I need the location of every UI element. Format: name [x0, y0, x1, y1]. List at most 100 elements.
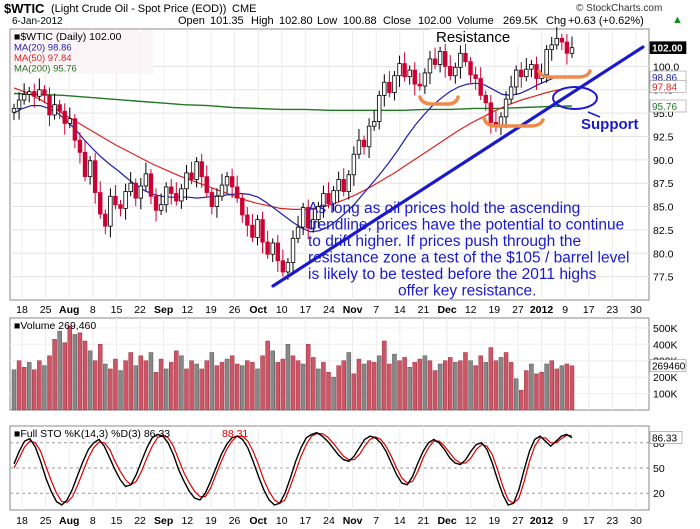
- analysis-note-line: is likely to be tested before the 2011 h…: [308, 266, 597, 283]
- volume-bar: [77, 332, 83, 411]
- candle-body: [554, 37, 559, 46]
- chart-header: $WTIC (Light Crude Oil - Spot Price (EOD…: [0, 0, 700, 28]
- price-tick-label: 80.0: [653, 248, 674, 260]
- volume-bar: [280, 358, 286, 411]
- sto-legend-d: 88.31: [222, 428, 248, 440]
- volume-bar: [549, 360, 554, 411]
- support-pointer: [587, 111, 601, 118]
- x-tick-label: 25: [40, 304, 52, 316]
- candle-body: [133, 182, 138, 199]
- candle-body: [128, 182, 133, 192]
- x-tick-label: 21: [418, 515, 430, 527]
- candle-body: [356, 139, 362, 155]
- x-tick-label: 15: [111, 515, 123, 527]
- volume-bar: [62, 342, 67, 411]
- volume-bar: [184, 368, 189, 411]
- analysis-note: As long as oil prices hold the ascending…: [308, 200, 629, 300]
- close-label: Close: [383, 15, 412, 27]
- candle-body: [366, 125, 372, 148]
- candle-body: [316, 206, 321, 221]
- volume-value-tag: [649, 359, 687, 373]
- volume-bar: [260, 355, 265, 411]
- volume-bar: [382, 340, 387, 411]
- x-tick-label: 10: [276, 515, 288, 527]
- candle-body: [42, 89, 47, 96]
- low-label: Low: [317, 15, 338, 27]
- volume-bar: [371, 362, 377, 411]
- price-tick-label: 87.5: [653, 178, 674, 190]
- candle-body: [382, 81, 387, 96]
- volume-bar: [32, 369, 37, 411]
- candle-body: [204, 176, 209, 193]
- x-tick-label: 23: [607, 304, 619, 316]
- volume-tick-label: 100K: [653, 389, 678, 401]
- volume-bar: [52, 339, 57, 411]
- candle-body: [432, 58, 438, 65]
- price-legend-entry: MA(50) 97.84: [14, 53, 72, 64]
- volume-bar: [97, 344, 103, 411]
- candle-body: [214, 195, 220, 207]
- volume-bar: [442, 360, 448, 411]
- volume-bar: [87, 350, 93, 411]
- volume-bar: [103, 363, 108, 411]
- analysis-note-line: trendline, prices have the potential to …: [308, 217, 624, 234]
- volume-bar: [331, 376, 336, 411]
- candle-body: [529, 64, 534, 70]
- candle-body: [442, 51, 448, 67]
- candle-body: [478, 78, 483, 96]
- volume-bar: [250, 362, 255, 411]
- candle-body: [275, 242, 280, 262]
- candle-body: [169, 186, 174, 194]
- candle-body: [62, 110, 67, 124]
- x-tick-label: Nov: [343, 515, 363, 527]
- x-tick-label: Nov: [343, 304, 363, 316]
- volume-bar: [458, 360, 463, 411]
- candle-body: [351, 153, 357, 176]
- volume-bar: [397, 360, 402, 411]
- volume-tick-label: 200K: [653, 372, 678, 384]
- volume-bar: [37, 360, 42, 411]
- analysis-note-line: resistance zone a test of the $105 / bar…: [308, 250, 629, 267]
- candle-body: [331, 190, 336, 205]
- volume-bar: [326, 371, 331, 411]
- volume-bar: [82, 340, 88, 411]
- price-tick-label: 82.5: [653, 225, 674, 237]
- x-tick-label: 25: [40, 515, 52, 527]
- high-label: High: [251, 15, 274, 27]
- x-tick-label: Dec: [437, 304, 456, 316]
- volume-bar: [366, 360, 372, 411]
- support-label: Support: [581, 116, 639, 133]
- sto-tick-label: 20: [653, 488, 665, 500]
- candle-body: [397, 63, 402, 77]
- x-tick-label: 30: [630, 515, 642, 527]
- candle-body: [453, 66, 458, 77]
- volume-bar: [26, 362, 32, 411]
- x-tick-label: 17: [300, 304, 312, 316]
- price-value-tag: [649, 99, 687, 113]
- candle-body: [265, 241, 270, 255]
- volume-bar: [21, 367, 27, 411]
- candle-body: [483, 94, 488, 104]
- candle-body: [341, 179, 346, 192]
- sto-tick-label: 80: [653, 438, 665, 450]
- volume-bar: [448, 357, 453, 411]
- volume-bar: [554, 368, 560, 411]
- support-brackets: [418, 69, 592, 128]
- candle-body: [240, 197, 245, 216]
- candle-body: [108, 195, 113, 227]
- candle-body: [321, 193, 326, 207]
- candle-body: [458, 52, 463, 68]
- candle-body: [549, 44, 554, 50]
- volume-bar: [92, 360, 98, 411]
- candle-body: [224, 176, 230, 186]
- x-tick-label: 26: [229, 304, 241, 316]
- candle-body: [158, 204, 164, 211]
- volume-bar: [432, 370, 438, 411]
- candle-body: [72, 118, 78, 141]
- x-tick-label: 19: [205, 515, 217, 527]
- candle-body: [255, 219, 260, 238]
- volume-bar: [174, 350, 179, 411]
- x-tick-label: 9: [562, 304, 568, 316]
- resistance-label-bg: [430, 29, 530, 44]
